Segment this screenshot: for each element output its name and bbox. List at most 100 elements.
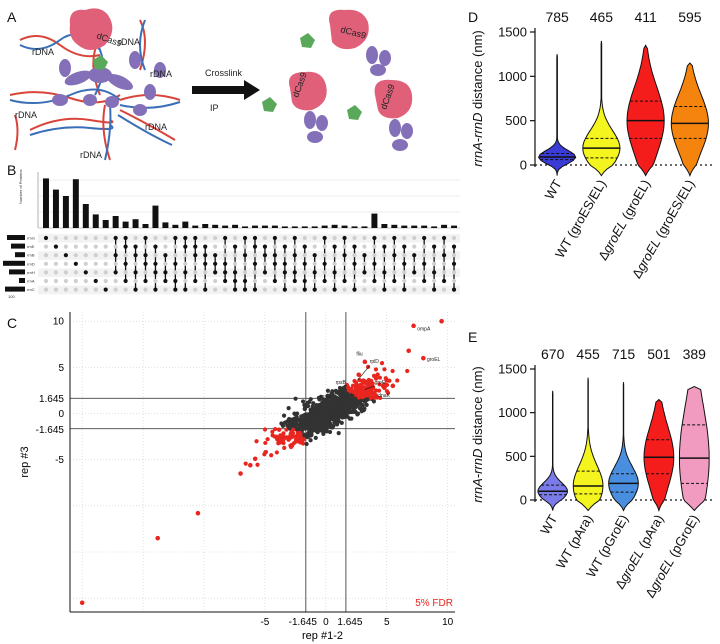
- scatter-point: [270, 429, 275, 434]
- scatter-point: [390, 368, 395, 374]
- upset-dot: [93, 235, 98, 241]
- upset-dot: [402, 253, 407, 258]
- upset-row-band: [38, 268, 460, 277]
- upset-dot: [282, 244, 287, 249]
- upset-dot: [103, 261, 108, 266]
- upset-dot: [392, 253, 397, 258]
- scatter-point: [286, 437, 291, 442]
- upset-bar: [122, 221, 129, 228]
- upset-dot: [441, 253, 447, 258]
- scatter-xtick: 1.645: [337, 617, 362, 628]
- scatter-point: [323, 420, 328, 425]
- upset-dot: [223, 287, 228, 292]
- ip-product-2: dCas9: [262, 71, 328, 143]
- rdna-label-4: rDNA: [15, 110, 37, 120]
- scatter-point: [281, 431, 286, 436]
- panel-a: A dCas9: [7, 8, 413, 161]
- upset-dot: [441, 244, 447, 249]
- violin-ytick: 500: [505, 113, 527, 128]
- scatter-point: [373, 388, 378, 393]
- panel-b: B Number of Proteins rrnGrrnErrnBrrnDrrn…: [3, 162, 460, 299]
- scatter-point: [343, 388, 348, 393]
- violin-shape: [670, 62, 709, 177]
- scatter-point: [308, 407, 313, 412]
- upset-dot: [422, 270, 427, 275]
- scatter-point: [372, 395, 377, 400]
- upset-dot: [43, 261, 49, 266]
- scatter-point: [333, 416, 338, 421]
- upset-dot: [412, 253, 417, 258]
- upset-dot: [232, 253, 238, 258]
- upset-dot: [163, 270, 168, 275]
- upset-dot: [412, 244, 417, 249]
- violin-ylabel: rrnA-rrnD distance (nm): [470, 366, 485, 503]
- upset-bar: [242, 226, 249, 228]
- annotation-leader: [357, 365, 370, 381]
- scatter-point: [378, 395, 383, 401]
- upset-bar: [271, 225, 278, 228]
- upset-bar: [82, 204, 89, 228]
- upset-dot: [272, 235, 277, 241]
- upset-row-label: rrnA: [27, 279, 35, 284]
- scatter-xlabel: rep #1-2: [302, 630, 343, 642]
- panel-d: D 0 500 1000 1500 rrnA-rrnD distance (nm) 785…: [468, 9, 712, 281]
- violin-shape: [572, 377, 604, 512]
- upset-dot: [262, 278, 268, 284]
- upset-dot: [173, 235, 178, 241]
- upset-dot: [332, 287, 337, 292]
- upset-dot: [93, 287, 98, 292]
- upset-dot: [422, 278, 427, 284]
- upset-dot: [432, 287, 437, 292]
- upset-dot: [103, 270, 108, 275]
- scatter-point: [314, 410, 320, 415]
- scatter-point: [295, 433, 300, 438]
- upset-set-bar: [9, 269, 25, 275]
- scatter-point: [298, 440, 303, 445]
- upset-bar: [222, 225, 229, 228]
- scatter-point: [308, 438, 313, 443]
- upset-set-axis-label: 100: [8, 294, 15, 299]
- upset-dot: [282, 287, 287, 292]
- upset-dot: [451, 270, 457, 275]
- upset-dot: [93, 278, 98, 284]
- scatter-annotation: rplD: [370, 359, 380, 365]
- upset-dot: [53, 244, 59, 249]
- scatter-point: [369, 386, 374, 391]
- scatter-point: [293, 424, 298, 429]
- rdna-label-6: rDNA: [80, 150, 102, 160]
- upset-dot: [203, 253, 208, 258]
- arrow-shaft: [192, 86, 244, 94]
- upset-dot: [451, 261, 457, 266]
- scatter-point: [304, 434, 309, 439]
- upset-dot: [183, 261, 188, 266]
- upset-dot: [262, 287, 268, 292]
- scatter-point: [305, 416, 310, 421]
- upset-dot: [332, 244, 337, 249]
- upset-dot: [292, 244, 297, 249]
- upset-dot: [282, 253, 287, 258]
- scatter-plot: -5 -1.645 0 1.645 5 10 10 5 1.645 0 -1.645 -5 rep #1…: [19, 312, 455, 642]
- violin-count: 411: [634, 9, 657, 25]
- upset-dot: [252, 235, 258, 241]
- scatter-point-highlight: [357, 387, 363, 392]
- scatter-point: [342, 413, 347, 418]
- upset-dot: [73, 235, 78, 241]
- upset-dot: [282, 235, 287, 241]
- violin-count: 455: [576, 346, 600, 362]
- scatter-point: [298, 422, 303, 427]
- scatter-cloud: [243, 361, 410, 467]
- scatter-point: [311, 401, 316, 406]
- scatter-point: [302, 406, 307, 412]
- scatter-point: [384, 377, 389, 383]
- upset-bar: [112, 216, 119, 228]
- upset-dot: [53, 261, 59, 266]
- upset-dot: [252, 287, 258, 292]
- scatter-point: [306, 425, 311, 430]
- upset-dot: [382, 278, 387, 284]
- scatter-point: [368, 395, 373, 401]
- scatter-point: [313, 426, 318, 431]
- upset-dot: [292, 235, 297, 241]
- upset-dot: [422, 244, 427, 249]
- upset-dot: [342, 261, 347, 266]
- rdna-label-2: rDNA: [118, 37, 140, 47]
